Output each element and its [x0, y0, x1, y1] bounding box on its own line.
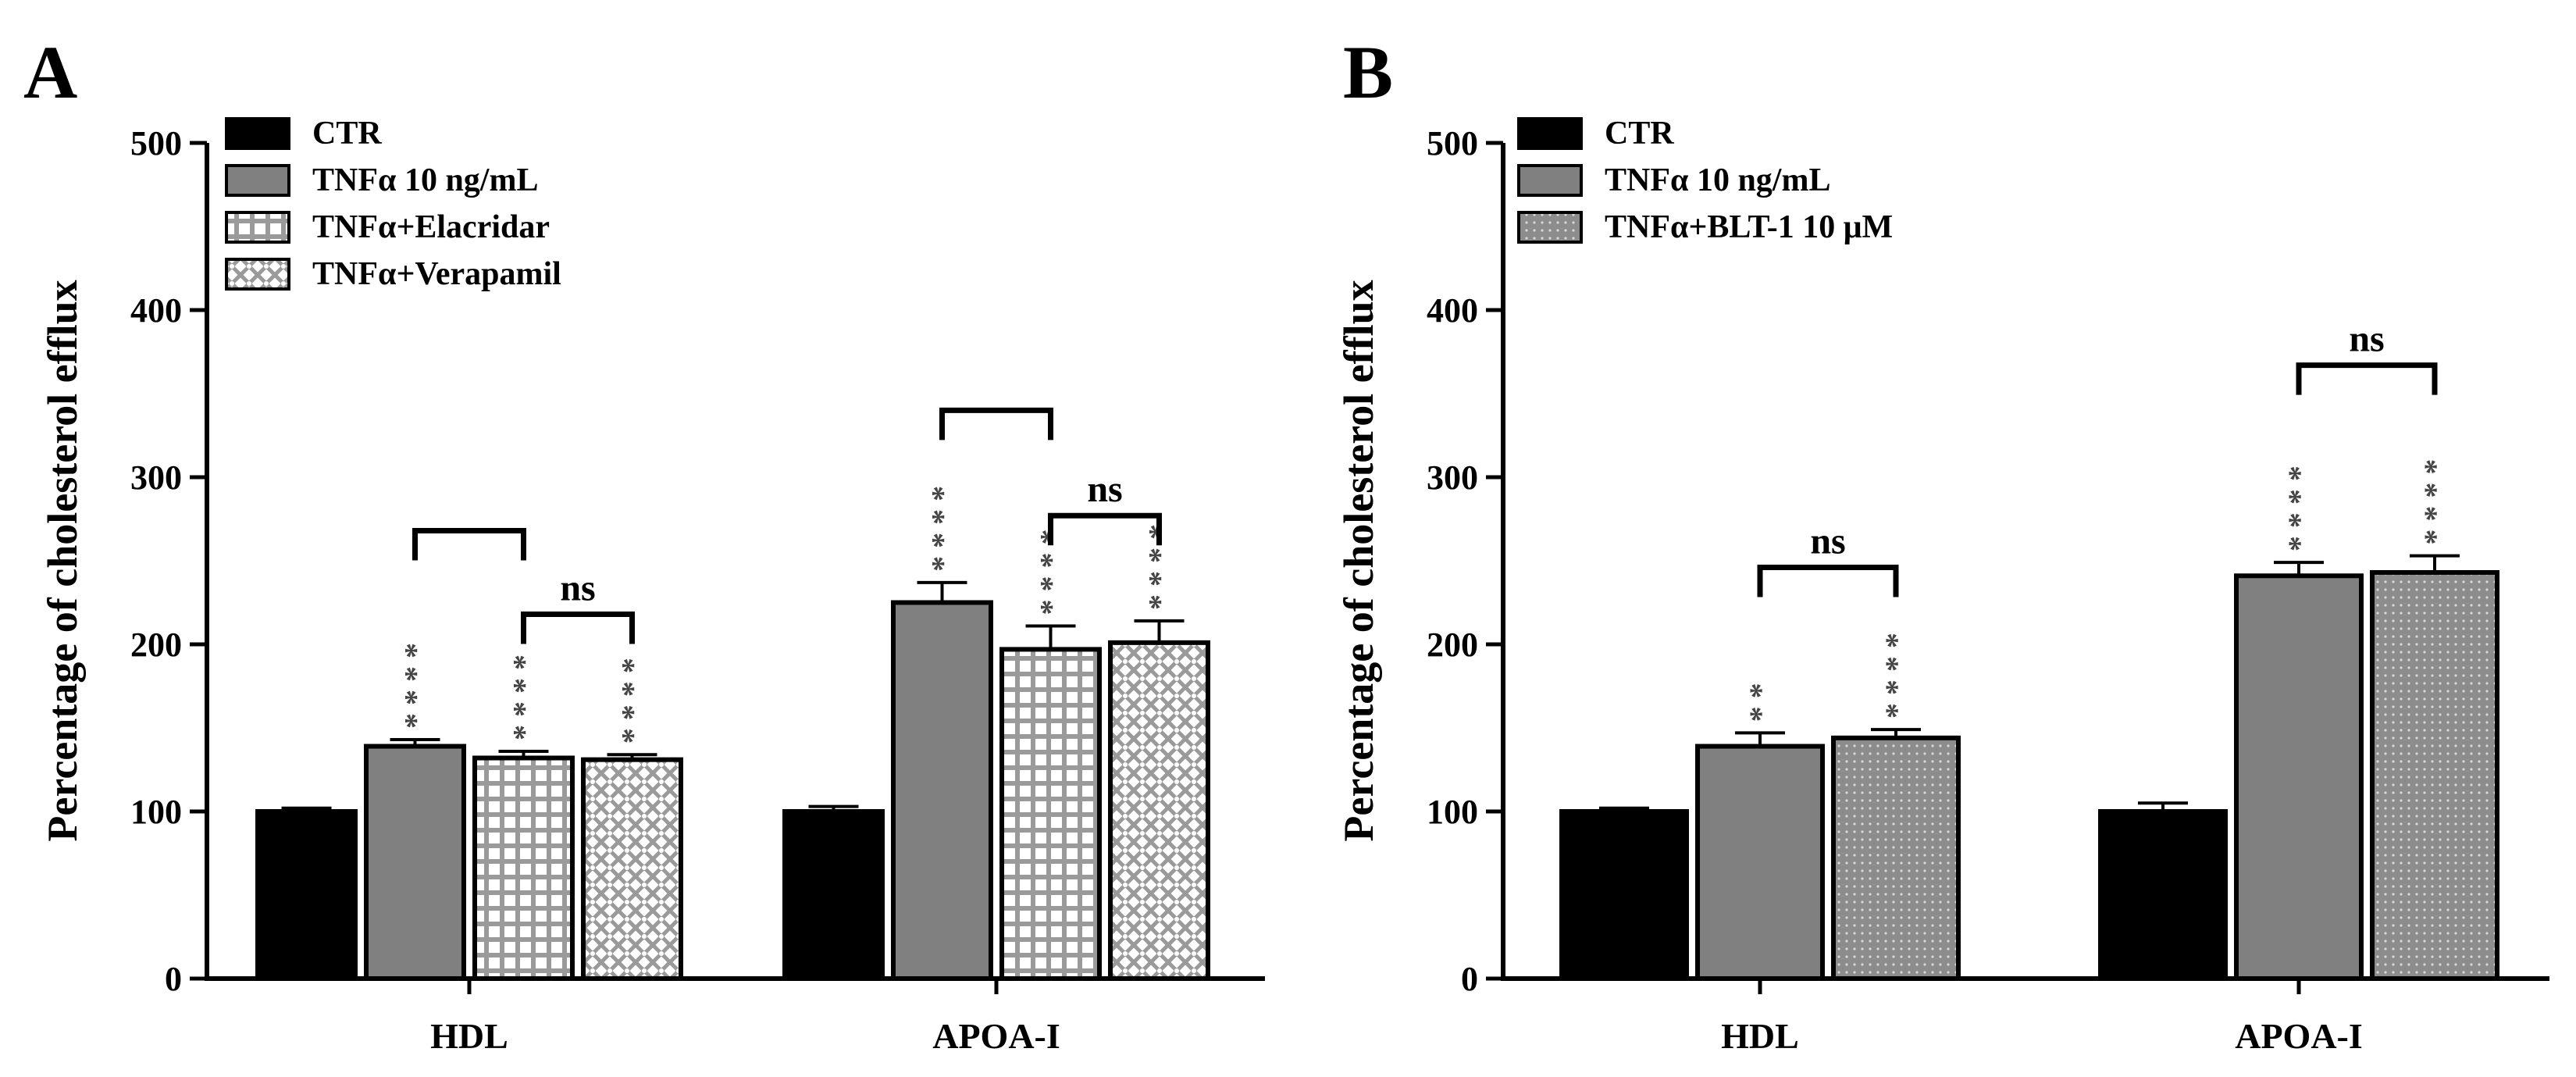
y-tick-label: 100 — [130, 793, 182, 831]
legend-label: TNFα+Elacridar — [312, 209, 550, 245]
y-tick-label: 0 — [1461, 960, 1478, 998]
bar — [2370, 569, 2499, 981]
comparison-bracket — [939, 407, 1053, 440]
significance-stars: **** — [925, 478, 960, 572]
significance-stars: **** — [615, 650, 650, 744]
bar — [472, 755, 575, 982]
category-label: APOA-I — [2235, 1016, 2363, 1056]
bracket-label: ns — [1810, 521, 1845, 562]
bar — [1695, 744, 1825, 981]
legend-label: TNFα 10 ng/mL — [1605, 162, 1830, 198]
legend-label: CTR — [312, 116, 382, 152]
bar — [2098, 809, 2228, 981]
bar — [782, 809, 885, 981]
comparison-bracket — [521, 611, 635, 644]
bar — [2234, 573, 2364, 981]
comparison-bracket — [2296, 362, 2438, 395]
legend-swatch — [1517, 211, 1583, 244]
y-axis-label: Percentage of cholesterol efflux — [39, 280, 86, 841]
legend-label: TNFα+Verapamil — [312, 256, 561, 292]
legend-label: TNFα+BLT-1 10 μM — [1605, 209, 1893, 245]
panel-b: B Percentage of cholesterol efflux 0 100 200… — [1335, 30, 2549, 1056]
bar — [255, 809, 358, 981]
bar — [891, 600, 993, 981]
y-tick-label: 400 — [130, 291, 182, 330]
comparison-bracket — [1048, 512, 1162, 546]
y-tick-label: 0 — [165, 960, 182, 998]
y-tick-label: 500 — [1427, 124, 1478, 162]
legend-label: CTR — [1605, 116, 1674, 152]
legend-label: TNFα 10 ng/mL — [312, 162, 538, 198]
y-tick-label: 100 — [1427, 793, 1478, 831]
panel-a: A Percentage of cholesterol efflux 0 100 200… — [23, 30, 1265, 1056]
panel-letter: B — [1343, 30, 1393, 114]
legend-swatch — [1517, 117, 1583, 150]
bar — [581, 757, 683, 981]
category-label: HDL — [430, 1016, 508, 1056]
comparison-bracket — [412, 527, 526, 561]
bar — [1108, 640, 1210, 981]
significance-stars: **** — [1879, 625, 1914, 719]
category-label: APOA-I — [932, 1016, 1060, 1056]
significance-stars: **** — [507, 647, 542, 740]
y-tick-label: 500 — [130, 124, 182, 162]
bar — [999, 647, 1102, 981]
significance-stars: ** — [1743, 675, 1778, 722]
bracket-label: ns — [1087, 469, 1122, 510]
y-axis-label: Percentage of cholesterol efflux — [1335, 280, 1382, 841]
y-tick-label: 300 — [130, 458, 182, 497]
legend-swatch — [225, 117, 290, 150]
bracket-label: ns — [2349, 319, 2384, 360]
comparison-bracket — [1757, 565, 1899, 597]
legend-swatch — [225, 211, 290, 244]
significance-stars: **** — [398, 635, 433, 729]
y-tick-label: 400 — [1427, 291, 1478, 330]
significance-stars: **** — [2282, 458, 2317, 551]
bar — [1559, 809, 1689, 981]
bar — [1831, 735, 1961, 982]
legend-swatch — [225, 164, 290, 197]
bracket-label: ns — [560, 567, 595, 608]
significance-stars: **** — [2417, 451, 2453, 545]
bar — [364, 744, 466, 981]
panel-letter: A — [23, 30, 77, 114]
category-label: HDL — [1721, 1016, 1799, 1056]
legend-swatch — [1517, 164, 1583, 197]
y-tick-label: 200 — [130, 626, 182, 664]
y-tick-label: 200 — [1427, 626, 1478, 664]
y-tick-label: 300 — [1427, 458, 1478, 497]
legend-swatch — [225, 258, 290, 291]
